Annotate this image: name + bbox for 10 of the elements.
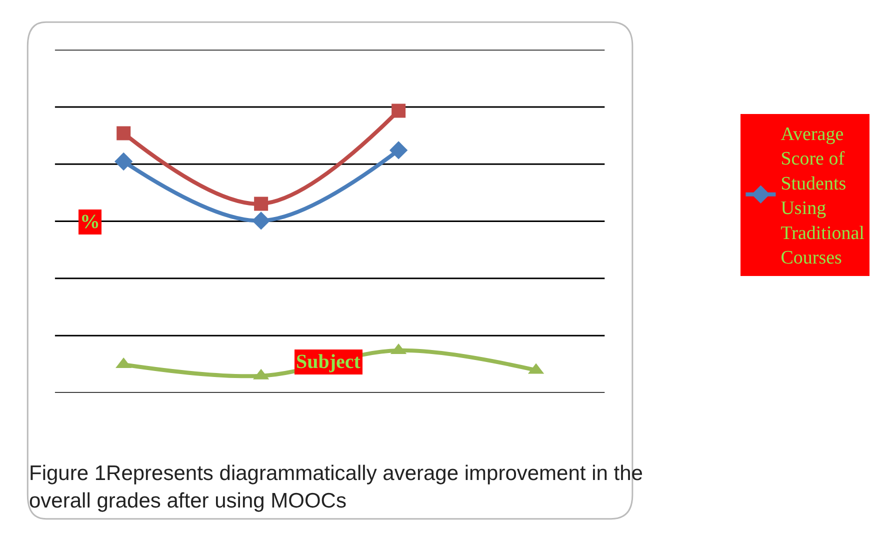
- point: [392, 104, 406, 118]
- y-axis-title: %: [80, 211, 100, 233]
- point: [116, 126, 131, 140]
- point: [389, 141, 408, 160]
- point: [252, 212, 270, 230]
- x-axis-title: Subject: [296, 351, 361, 373]
- caption: Figure 1Represents diagrammatically average improvement in the overall grades after using MOOCs: [29, 462, 643, 512]
- legend-label: Average Score of Students Using Traditional Courses: [780, 124, 864, 269]
- point: [254, 196, 268, 211]
- point: [114, 152, 133, 171]
